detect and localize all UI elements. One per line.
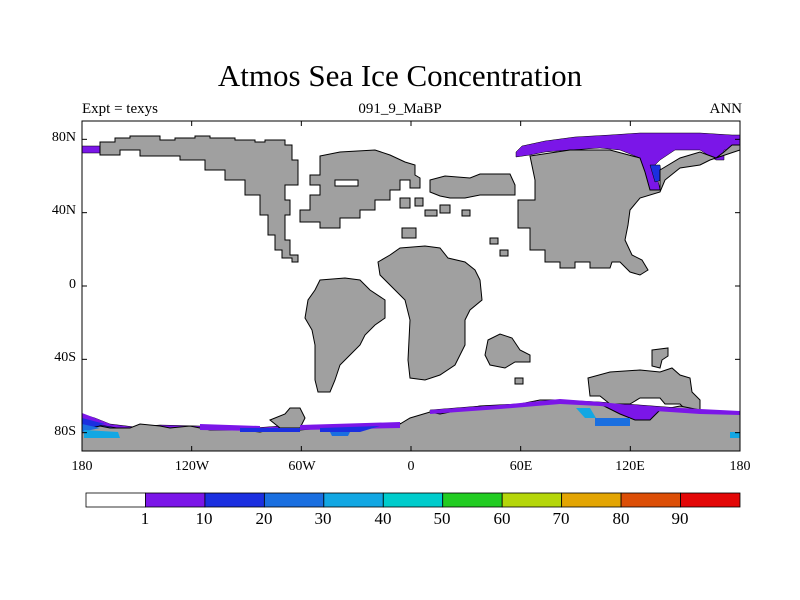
colorbar-label-70: 70	[552, 509, 570, 528]
colorbar-box-3	[263, 492, 325, 508]
colorbar-label-40: 40	[374, 509, 392, 528]
y-tick-label-0: 0	[69, 277, 76, 292]
x-tick-label-120w: 120W	[174, 459, 210, 474]
axis-ticks	[81, 121, 741, 451]
sea-ice-overlay	[82, 399, 740, 438]
land-south-america	[304, 277, 386, 393]
sea-ice-arctic-siberia	[515, 132, 741, 191]
colorbar	[85, 492, 741, 508]
sea-ice-overlay-east-blue	[595, 418, 630, 426]
land-island-1	[399, 197, 411, 209]
y-tick-label-40s: 40S	[54, 350, 76, 365]
land-island-9	[514, 377, 524, 385]
land-island-8	[499, 249, 509, 257]
y-tick-label-80s: 80S	[54, 424, 76, 439]
map-title: Atmos Sea Ice Concentration	[217, 58, 583, 93]
land-greenland-inlet	[334, 179, 359, 187]
y-tick-label-80n: 80N	[51, 130, 76, 145]
x-tick-label-180w: 180	[71, 459, 93, 474]
x-tick-label-0: 0	[407, 459, 415, 474]
colorbar-box-4	[323, 492, 384, 508]
colorbar-label-90: 90	[671, 509, 689, 528]
land-island-7	[489, 237, 499, 245]
colorbar-box-6	[442, 492, 503, 508]
colorbar-label-80: 80	[612, 509, 630, 528]
x-tick-label-180e: 180	[729, 459, 751, 474]
colorbar-box-1	[145, 492, 206, 508]
land-africa	[377, 245, 483, 381]
land-island-2	[424, 209, 438, 217]
time-period-label: 091_9_MaBP	[358, 101, 442, 117]
map-plot	[81, 120, 741, 452]
land-europe	[429, 173, 516, 199]
land-island-5	[439, 204, 451, 214]
x-tick-label-60w: 60W	[288, 459, 316, 474]
colorbar-box-9	[620, 492, 681, 508]
land-north-america	[99, 135, 299, 263]
land-madagascar	[484, 333, 531, 369]
land-island-4	[414, 197, 424, 207]
sea-ice-alaska	[81, 145, 101, 154]
sea-ice-overlay-west-purple	[82, 413, 400, 431]
land-island-3	[401, 227, 417, 239]
x-tick-label-60e: 60E	[509, 459, 533, 474]
colorbar-box-10	[680, 492, 741, 508]
sea-ice-overlay-east-purple	[430, 399, 740, 415]
y-tick-label-40n: 40N	[51, 203, 76, 218]
colorbar-label-1: 1	[140, 509, 150, 528]
colorbar-label-50: 50	[433, 509, 451, 528]
colorbar-label-30: 30	[314, 509, 332, 528]
sea-ice-overlay-west-light	[84, 430, 120, 438]
colorbar-box-2	[204, 492, 265, 508]
x-tick-label-120e: 120E	[615, 459, 645, 474]
land-island-6	[461, 209, 471, 217]
colorbar-box-8	[561, 492, 622, 508]
land-asia	[517, 144, 741, 276]
season-label: ANN	[709, 101, 743, 117]
colorbar-box-5	[382, 492, 444, 508]
land-layer	[81, 135, 741, 452]
colorbar-label-20: 20	[255, 509, 273, 528]
land-new-guinea	[651, 347, 669, 369]
experiment-label: Expt = texys	[82, 101, 158, 117]
sea-ice-overlay-west-blue	[82, 418, 380, 432]
colorbar-label-60: 60	[493, 509, 511, 528]
colorbar-box-7	[501, 492, 563, 508]
colorbar-label-10: 10	[195, 509, 213, 528]
colorbar-box-0	[85, 492, 146, 508]
land-greenland	[299, 149, 421, 229]
